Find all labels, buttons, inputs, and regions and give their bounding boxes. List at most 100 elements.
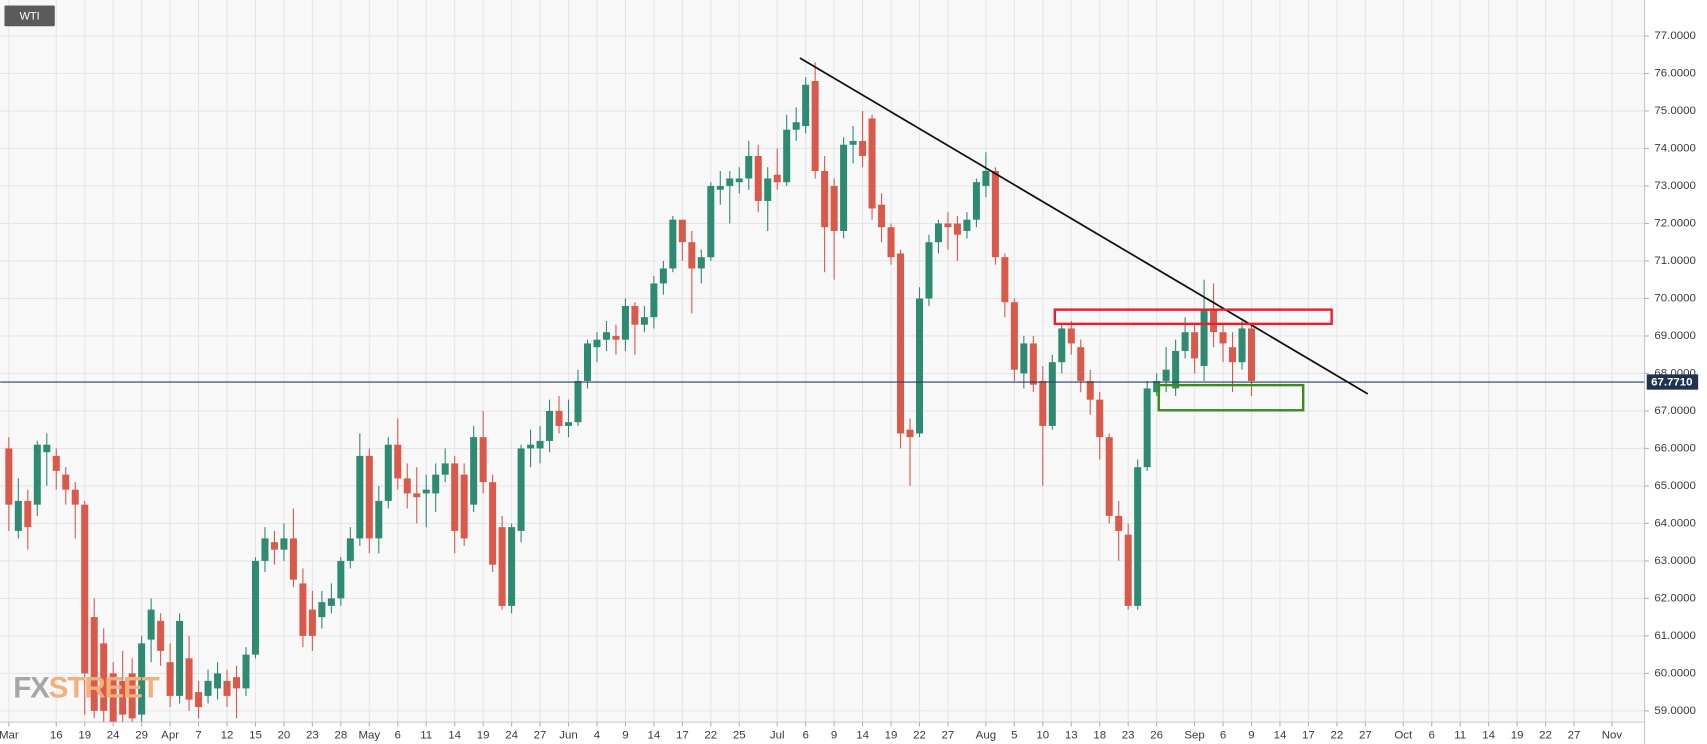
candle-body: [299, 583, 307, 636]
y-tick-label: 60.0000: [1654, 667, 1695, 679]
candle-body: [33, 444, 41, 505]
x-tick-label: 22: [913, 729, 926, 741]
x-tick-label: 24: [107, 729, 120, 741]
candle-body: [1105, 437, 1113, 516]
candle-body: [915, 298, 923, 434]
candle-body: [100, 643, 108, 711]
candle-body: [185, 658, 193, 700]
candle-body: [631, 305, 639, 325]
drawings: [799, 57, 1369, 412]
x-tick-label: 17: [676, 729, 689, 741]
x-tick-label: 14: [448, 729, 461, 741]
candle-body: [944, 223, 952, 228]
candle-body: [14, 500, 22, 531]
candle-body: [1067, 328, 1075, 344]
x-tick-label: Jul: [770, 729, 785, 741]
x-tick-label: 27: [1568, 729, 1581, 741]
candle-body: [119, 680, 127, 715]
x-tick-label: 23: [1122, 729, 1135, 741]
x-tick-label: 10: [1036, 729, 1049, 741]
candle-body: [821, 170, 829, 228]
x-tick-label: 16: [50, 729, 63, 741]
candle-body: [773, 174, 781, 183]
candle-body: [214, 673, 222, 689]
candle-body: [783, 129, 791, 183]
candle-body: [365, 455, 373, 539]
candle-body: [1248, 328, 1256, 381]
y-tick-label: 64.0000: [1654, 517, 1695, 529]
candle-body: [43, 444, 51, 453]
x-tick-label: 26: [1150, 729, 1163, 741]
candle-body: [375, 500, 383, 539]
last-price-label: 67.7710: [1651, 377, 1692, 389]
x-tick-label: 19: [477, 729, 490, 741]
y-tick-label: 67.0000: [1654, 405, 1695, 417]
candle-body: [1134, 467, 1142, 606]
x-tick-label: 9: [622, 729, 628, 741]
x-tick-label: 17: [1302, 729, 1315, 741]
candle-body: [157, 620, 165, 651]
x-tick-label: 9: [1248, 729, 1254, 741]
candle-body: [337, 560, 345, 599]
candle-body: [1143, 388, 1151, 468]
candle-body: [432, 474, 440, 494]
candle-body: [52, 455, 60, 471]
candle-body: [62, 474, 70, 490]
candle-body: [602, 332, 610, 340]
candle-body: [925, 242, 933, 299]
candle-body: [612, 335, 620, 340]
candle-body: [270, 542, 278, 550]
candle-body: [1058, 328, 1066, 363]
candle-body: [413, 493, 421, 498]
y-tick-label: 59.0000: [1654, 705, 1695, 717]
candle-body: [1029, 343, 1037, 385]
candle-body: [166, 662, 174, 696]
candle-body: [811, 80, 819, 171]
resistance-box: [1053, 308, 1333, 326]
x-tick-label: 22: [1539, 729, 1552, 741]
candle-body: [583, 343, 591, 381]
candle-body: [640, 317, 648, 325]
candle-body: [546, 410, 554, 441]
last-price-box: [1646, 374, 1699, 390]
candle-body: [346, 538, 354, 561]
candle-body: [1020, 343, 1028, 374]
candle-body: [195, 692, 203, 708]
candle-body: [479, 437, 487, 483]
candle-body: [451, 463, 459, 531]
candle-body: [517, 448, 525, 531]
candle-body: [470, 437, 478, 505]
x-tick-label: 19: [885, 729, 898, 741]
candle-body: [897, 253, 905, 434]
x-tick-label: 27: [942, 729, 955, 741]
candle-body: [1039, 380, 1047, 426]
candle-body: [669, 219, 677, 269]
x-tick-label: Nov: [1602, 729, 1623, 741]
candle-body: [384, 444, 392, 501]
candle-body: [726, 178, 734, 186]
candle-body: [1219, 332, 1227, 344]
x-tick-label: 18: [1093, 729, 1106, 741]
x-tick-label: 14: [648, 729, 661, 741]
x-tick-label: 6: [1220, 729, 1226, 741]
candle-body: [859, 140, 867, 156]
candle-body: [1077, 347, 1085, 381]
candle-body: [830, 185, 838, 231]
x-tick-label: 19: [1511, 729, 1524, 741]
x-tick-label: 15: [249, 729, 262, 741]
candle-body: [1238, 328, 1246, 363]
x-tick-label: 7: [195, 729, 201, 741]
candle-body: [289, 538, 297, 580]
y-tick-label: 77.0000: [1654, 30, 1695, 42]
candle-body: [716, 185, 724, 190]
candle-body: [508, 527, 516, 606]
watermark-fx: FX: [13, 671, 50, 704]
candle-body: [555, 410, 563, 426]
candle-body: [887, 227, 895, 258]
grid: [0, 0, 1645, 723]
candle-body: [840, 144, 848, 231]
candle-body: [327, 598, 335, 606]
candle-body: [394, 444, 402, 479]
candle-body: [678, 219, 686, 243]
